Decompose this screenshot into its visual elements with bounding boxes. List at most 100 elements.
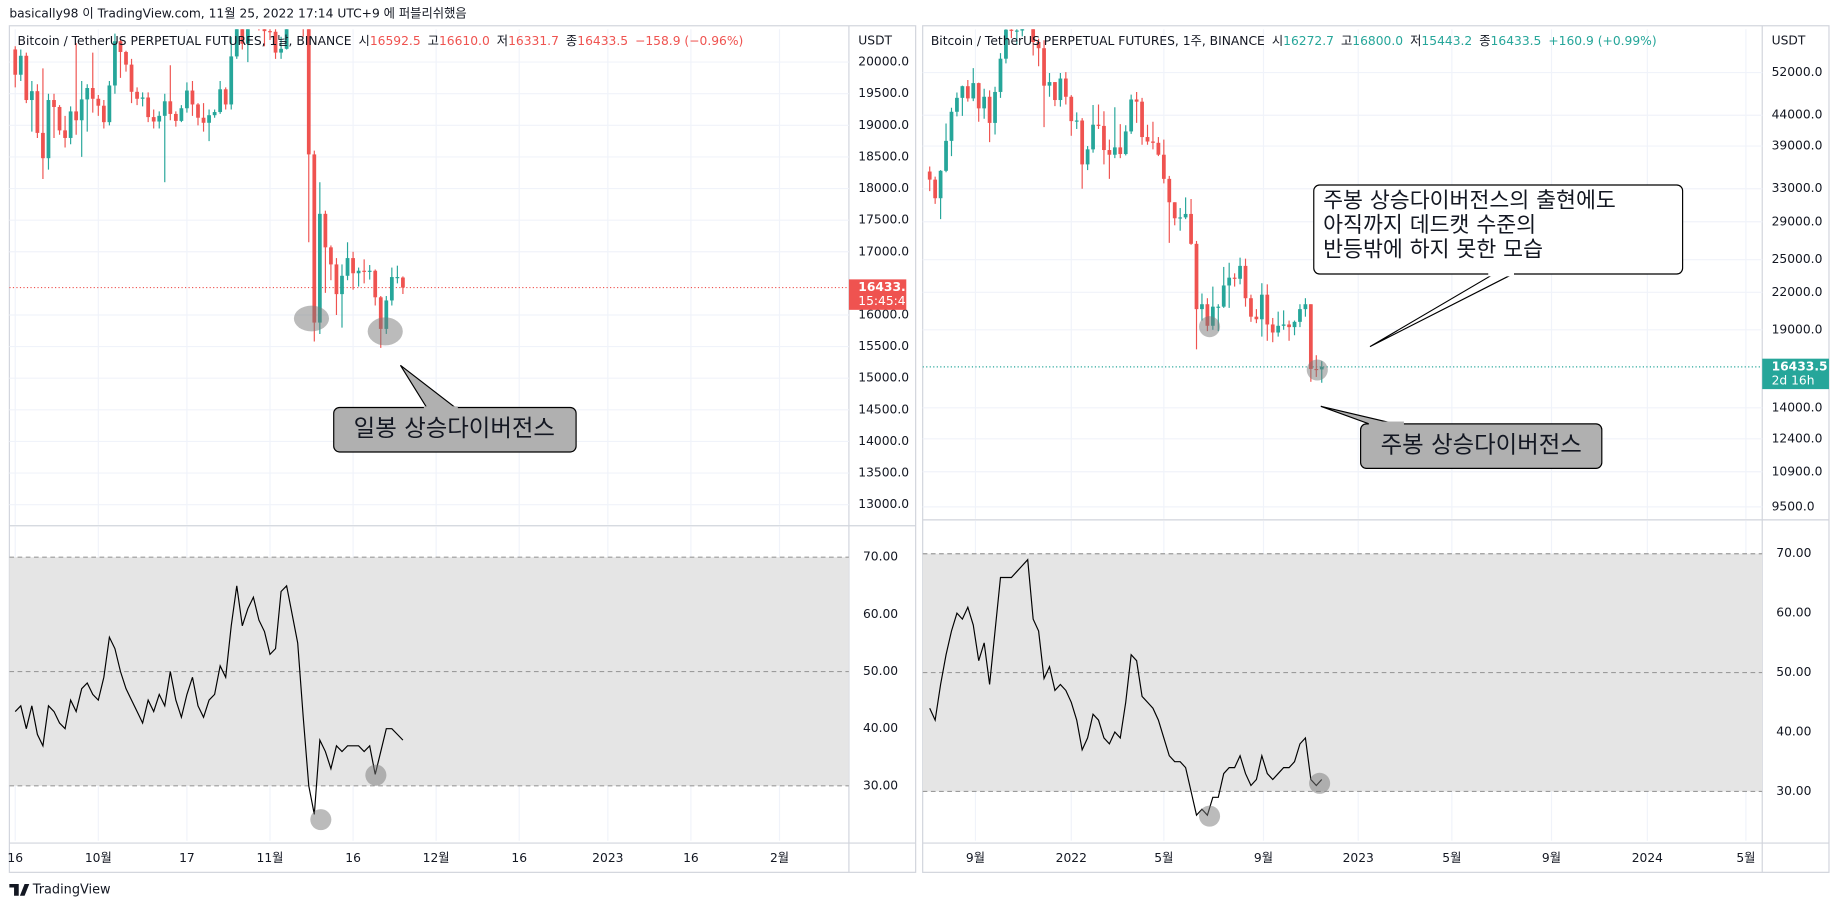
candle-body <box>933 179 938 199</box>
candle-body <box>1112 147 1117 155</box>
rsi-line <box>14 584 404 815</box>
y-tick-label: 10900.0 <box>1772 464 1823 478</box>
y-tick-label: 9500.0 <box>1772 499 1815 513</box>
rsi-tick-label: 30.00 <box>1776 784 1811 798</box>
candle-body <box>1085 149 1090 165</box>
candle-body <box>1161 154 1166 179</box>
candle-body <box>340 275 344 295</box>
x-tick-label: 2월 <box>770 851 789 865</box>
y-tick-label: 29000.0 <box>1772 214 1823 228</box>
candle-body <box>1189 213 1193 244</box>
candle-body <box>101 105 106 123</box>
x-tick-label: 11월 <box>257 851 284 865</box>
candle-body <box>1020 29 1025 31</box>
y-tick-label: 22000.0 <box>1772 285 1823 299</box>
candle-body <box>179 108 184 121</box>
candle-body <box>1249 298 1253 317</box>
candle-body <box>146 97 151 118</box>
candle-body <box>395 277 400 279</box>
candle-body <box>1303 304 1308 310</box>
countdown: 2d 16h <box>1772 373 1815 387</box>
y-tick-label: 20000.0 <box>858 55 909 69</box>
highlights <box>293 305 1331 831</box>
candle-body <box>356 270 361 274</box>
candle-body <box>1205 304 1210 326</box>
candle-body <box>1298 309 1302 322</box>
candle-body <box>157 115 162 122</box>
y-tick-label: 18000.0 <box>858 181 909 195</box>
candle-body <box>218 89 223 113</box>
x-tick-label: 2022 <box>1056 851 1087 865</box>
last-price-label: 16433.5 <box>858 280 914 294</box>
candle-body <box>1216 306 1221 308</box>
last-price-bg <box>1762 358 1829 390</box>
legend-label: 저 <box>1410 33 1421 47</box>
candle-body <box>982 96 987 109</box>
candle-body <box>1004 29 1008 59</box>
footer-logo: TradingView <box>9 882 111 897</box>
rsi-tick-label: 60.00 <box>863 607 898 621</box>
annotation-text: 주봉 상승다이버전스 <box>1381 431 1582 459</box>
candle-body <box>329 247 333 265</box>
candle-body <box>185 90 189 109</box>
y-tick-label: 39000.0 <box>1772 139 1823 153</box>
candle-body <box>79 99 84 121</box>
candle-body <box>1118 147 1123 155</box>
candle-body <box>1292 321 1297 328</box>
candle-body <box>1069 96 1074 122</box>
legend-label: 종 <box>566 33 577 47</box>
rsi-tick-label: 30.00 <box>863 778 898 792</box>
x-tick-label: 2023 <box>592 851 623 865</box>
candle-body <box>944 140 948 171</box>
candle-body <box>1200 304 1204 310</box>
candle-body <box>1036 42 1041 49</box>
currency-label: USDT <box>1772 33 1806 47</box>
candle-body <box>74 111 79 121</box>
legend-value: 16433.5 <box>577 33 628 47</box>
candle-body <box>190 90 195 105</box>
y-tick-label: 15000.0 <box>858 371 909 385</box>
candle-body <box>1281 324 1286 326</box>
candle-body <box>367 270 372 272</box>
annotation-text: 일봉 상승다이버전스 <box>354 414 555 442</box>
annotation-text: 반등밖에 하지 못한 모습 <box>1323 238 1543 263</box>
x-tick-label: 16 <box>7 851 23 865</box>
legend-value: 16610.0 <box>439 33 490 47</box>
charts: 16 10월 17 11월 16 12월 16 2023 16 2월 20000.0 19500.0 1… <box>7 29 1829 865</box>
candle-body <box>1140 101 1144 138</box>
x-tick-label: 5월 <box>1442 851 1461 865</box>
candle-body <box>1238 265 1242 279</box>
candle-body <box>938 170 943 199</box>
x-tick-label: 5월 <box>1736 851 1755 865</box>
legend-label: 시 <box>359 33 370 47</box>
x-tick-label: 9월 <box>1542 851 1561 865</box>
candle-body <box>949 111 954 141</box>
y-tick-label: 17500.0 <box>858 213 909 227</box>
candle-body <box>212 112 217 116</box>
legend-value: 16331.7 <box>508 33 559 47</box>
x-tick-label: 2023 <box>1343 851 1374 865</box>
y-tick-label: 52000.0 <box>1772 65 1823 79</box>
annotation-text: 아직까지 데드캣 수준의 <box>1323 213 1536 238</box>
callout: 주봉 상승다이버전스의 출현에도 아직까지 데드캣 수준의 반등밖에 하지 못한… <box>1313 184 1684 348</box>
candle-body <box>201 117 206 123</box>
candle-body <box>207 115 211 123</box>
candle-body <box>993 91 997 123</box>
candle-body <box>1096 124 1101 126</box>
candle-body <box>362 270 367 272</box>
legend-change: +160.9 (+0.99%) <box>1548 33 1656 47</box>
y-tick-label: 14000.0 <box>858 434 909 448</box>
candle-body <box>273 31 278 53</box>
legend-label: 고 <box>428 33 439 47</box>
candle-body <box>1074 120 1079 122</box>
rsi-tick-label: 40.00 <box>1776 724 1811 738</box>
rsi-tick-label: 60.00 <box>1776 606 1811 620</box>
footer: TradingView <box>32 882 111 897</box>
candle-body <box>351 258 355 274</box>
candle-body <box>1123 131 1128 155</box>
candle-body <box>306 29 311 155</box>
candle-body <box>1265 294 1270 325</box>
rsi-tick-label: 50.00 <box>1776 665 1811 679</box>
price-pane <box>9 29 849 348</box>
